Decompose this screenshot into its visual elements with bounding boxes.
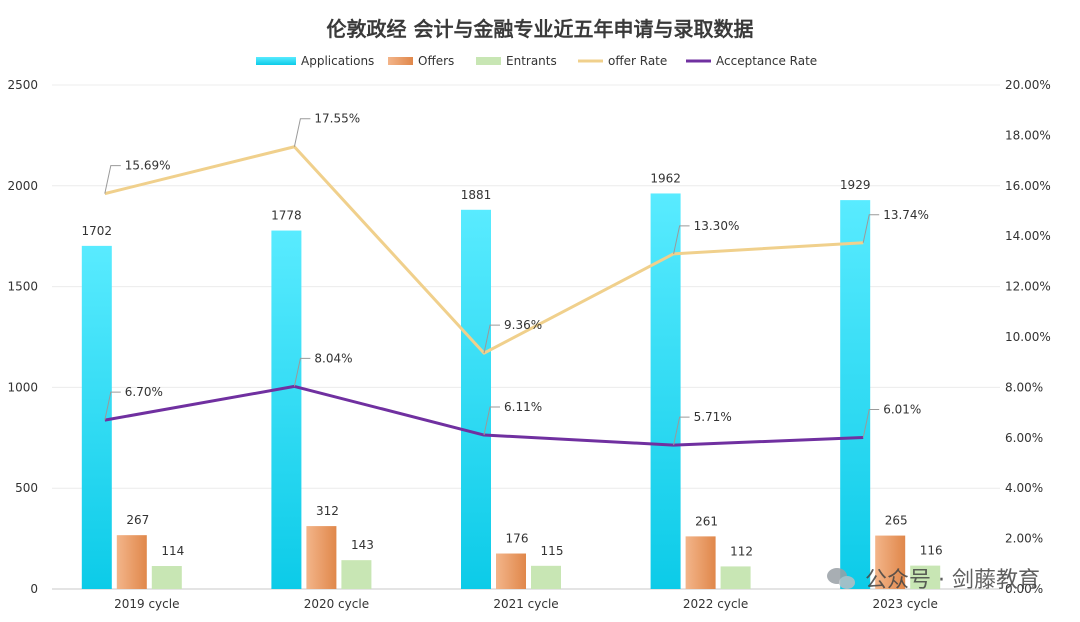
y-right-tick-label: 6.00%: [1005, 431, 1043, 445]
bar-applications: [81, 245, 112, 589]
leader-line: [862, 409, 880, 438]
legend-label: offer Rate: [608, 54, 667, 68]
line-data-label: 15.69%: [125, 159, 171, 173]
lines: 15.69% 17.55% 9.36% 13.30% 13.74% 6.70% 8.04% 6…: [104, 112, 929, 447]
bar-data-label: 312: [316, 504, 339, 518]
legend-label: Applications: [301, 54, 374, 68]
line-data-label: 17.55%: [314, 112, 360, 126]
legend-label: Entrants: [506, 54, 557, 68]
bar-entrants: [531, 565, 561, 589]
bar-data-label: 176: [506, 532, 529, 546]
y-axis-right: 0.00% 2.00% 4.00% 6.00% 8.00% 10.00% 12.00% 14.…: [1005, 78, 1051, 596]
y-right-tick-label: 18.00%: [1005, 128, 1051, 142]
bar-data-label: 1962: [650, 171, 681, 185]
bar-data-label: 115: [541, 544, 564, 558]
leader-line: [483, 406, 500, 436]
y-left-tick-label: 0: [30, 582, 38, 596]
bar-applications: [271, 230, 302, 589]
bar-offers: [685, 536, 716, 589]
y-left-tick-label: 1500: [7, 280, 38, 294]
watermark: 公众号 · 剑藤教育: [827, 562, 1040, 594]
y-left-tick-label: 2500: [7, 78, 38, 92]
y-left-tick-label: 500: [15, 481, 38, 495]
bar-applications: [461, 209, 491, 589]
bar-offers: [306, 526, 337, 589]
legend-swatch: [256, 57, 296, 65]
line-data-label: 9.36%: [504, 318, 542, 332]
leader-line: [483, 324, 500, 354]
bar-entrants: [720, 566, 751, 589]
bar-data-label: 1929: [840, 178, 871, 192]
line-data-label: 6.70%: [125, 385, 163, 399]
legend-label: Acceptance Rate: [716, 54, 817, 68]
bar-entrants: [151, 566, 182, 589]
y-right-tick-label: 20.00%: [1005, 78, 1051, 92]
chart-title: 伦敦政经 会计与金融专业近五年申请与录取数据: [327, 17, 754, 41]
bar-applications: [840, 200, 871, 590]
bar-entrants: [341, 560, 372, 589]
y-right-tick-label: 8.00%: [1005, 380, 1043, 394]
leader-line: [673, 416, 690, 446]
bar-data-label: 1881: [461, 188, 492, 202]
leader-line: [104, 165, 121, 194]
bar-data-label: 265: [885, 514, 908, 528]
x-tick-label: 2023 cycle: [873, 597, 938, 611]
bar-offers: [875, 535, 906, 589]
leader-line: [293, 118, 311, 147]
bar-data-label: 267: [126, 513, 149, 527]
x-tick-label: 2019 cycle: [114, 597, 179, 611]
wechat-icon: [827, 566, 857, 590]
legend-swatch: [476, 57, 501, 65]
line-data-label: 13.74%: [883, 208, 929, 222]
y-right-tick-label: 10.00%: [1005, 330, 1051, 344]
bar-data-label: 114: [161, 544, 184, 558]
legend-swatch: [388, 57, 413, 65]
y-right-tick-label: 14.00%: [1005, 229, 1051, 243]
line-data-label: 5.71%: [694, 410, 732, 424]
legend-label: Offers: [418, 54, 454, 68]
line-data-label: 6.11%: [504, 400, 542, 414]
x-tick-label: 2020 cycle: [304, 597, 369, 611]
line-data-label: 6.01%: [883, 403, 921, 417]
bar-entrants: [910, 565, 941, 589]
bar-data-label: 1702: [82, 224, 113, 238]
y-right-tick-label: 0.00%: [1005, 582, 1043, 596]
bar-offers: [116, 535, 147, 589]
bar-data-label: 143: [351, 538, 374, 552]
leader-line: [293, 357, 311, 387]
y-right-tick-label: 16.00%: [1005, 179, 1051, 193]
bar-data-label: 116: [920, 544, 943, 558]
watermark-label: 公众号 · 剑藤教育: [865, 568, 1040, 593]
bar-data-label: 112: [730, 544, 753, 558]
y-right-tick-label: 12.00%: [1005, 280, 1051, 294]
x-tick-label: 2021 cycle: [493, 597, 558, 611]
y-axis-left: 0 500 1000 1500 2000 2500: [7, 78, 38, 596]
y-left-tick-label: 1000: [7, 380, 38, 394]
leader-line: [104, 391, 121, 421]
line-data-label: 8.04%: [314, 351, 352, 365]
leader-line: [673, 225, 690, 254]
legend: Applications Offers Entrants offer Rate Acce…: [256, 54, 817, 68]
bar-data-label: 1778: [271, 209, 302, 223]
line-data-label: 13.30%: [694, 219, 740, 233]
bar-data-label: 261: [695, 514, 718, 528]
leader-line: [862, 214, 880, 243]
y-right-tick-label: 2.00%: [1005, 532, 1043, 546]
y-left-tick-label: 2000: [7, 179, 38, 193]
x-tick-label: 2022 cycle: [683, 597, 748, 611]
bars: 1702 1778 1881 1962 1929 267 312 176 261 265 114 14…: [81, 171, 943, 590]
x-axis: 2019 cycle 2020 cycle 2021 cycle 2022 cycle…: [114, 597, 938, 611]
y-right-tick-label: 4.00%: [1005, 481, 1043, 495]
bar-offers: [496, 553, 526, 589]
